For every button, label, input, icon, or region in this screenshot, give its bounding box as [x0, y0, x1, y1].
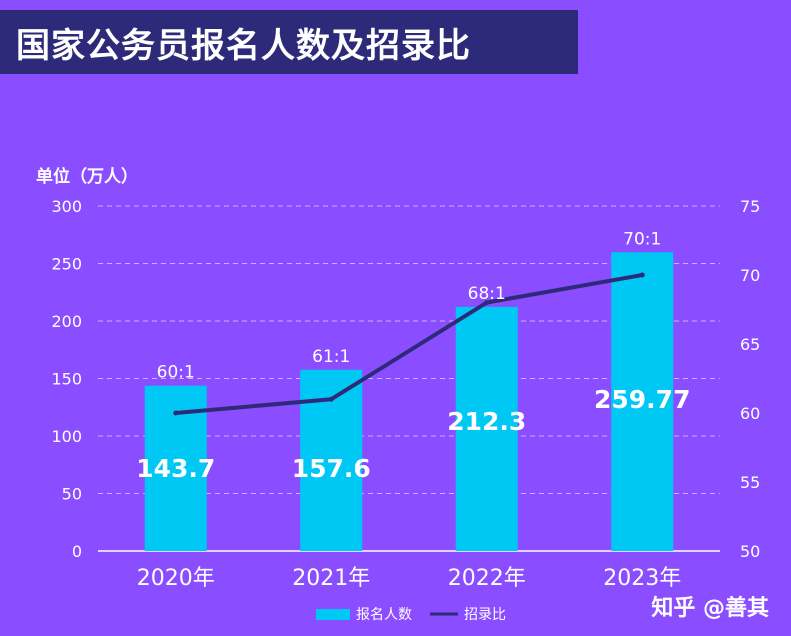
- chart-title: 国家公务员报名人数及招录比: [16, 25, 471, 66]
- y2-tick-label: 75: [740, 197, 760, 216]
- unit-label: 单位（万人）: [36, 166, 138, 187]
- bar: [611, 252, 674, 551]
- line-point: [173, 410, 179, 416]
- line-point: [639, 272, 645, 278]
- y-tick-label: 200: [51, 312, 82, 331]
- y-tick-label: 250: [51, 255, 82, 274]
- title-banner: 国家公务员报名人数及招录比: [0, 10, 578, 74]
- bar: [455, 306, 518, 551]
- line-point: [484, 300, 490, 306]
- watermark: 知乎 @善其: [651, 596, 769, 621]
- line-point: [328, 396, 334, 402]
- y2-tick-label: 70: [740, 266, 760, 285]
- bar-value-label: 157.6: [292, 454, 371, 483]
- ratio-label: 68:1: [468, 284, 506, 304]
- y-tick-label: 0: [72, 542, 82, 561]
- y2-tick-label: 65: [740, 335, 760, 354]
- legend-label-bar: 报名人数: [356, 607, 412, 623]
- y-tick-label: 50: [62, 485, 82, 504]
- y2-tick-label: 55: [740, 473, 760, 492]
- x-tick-label: 2022年: [448, 566, 526, 591]
- legend-swatch-bar: [316, 609, 350, 620]
- y-tick-label: 300: [51, 197, 82, 216]
- y2-tick-label: 50: [740, 542, 760, 561]
- y-tick-label: 100: [51, 427, 82, 446]
- bar-value-label: 212.3: [447, 407, 526, 436]
- legend-label-line: 招录比: [464, 607, 506, 623]
- ratio-label: 60:1: [157, 363, 195, 383]
- x-tick-label: 2020年: [137, 566, 215, 591]
- ratio-label: 61:1: [312, 347, 350, 367]
- y-tick-label: 150: [51, 370, 82, 389]
- x-tick-label: 2021年: [292, 566, 370, 591]
- line-series: [175, 273, 643, 415]
- x-tick-label: 2023年: [603, 566, 681, 591]
- bar-value-label: 143.7: [136, 454, 215, 483]
- ratio-label: 70:1: [623, 229, 661, 249]
- bar-value-label: 259.77: [594, 385, 690, 414]
- y2-tick-label: 60: [740, 404, 760, 423]
